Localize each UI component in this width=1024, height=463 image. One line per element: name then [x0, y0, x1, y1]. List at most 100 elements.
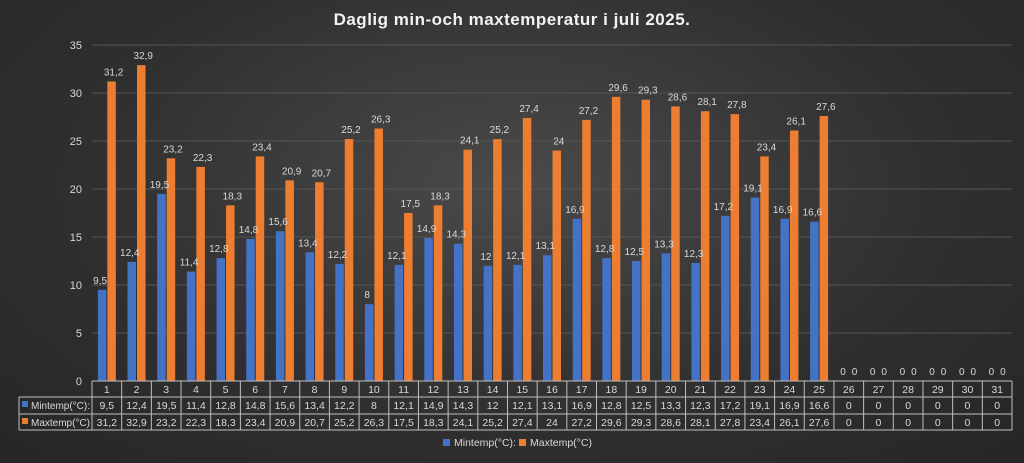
x-tick-label: 12: [427, 384, 439, 396]
data-label-min: 17,2: [714, 202, 734, 213]
legend-key-max: [519, 439, 526, 446]
data-label-max: 20,9: [282, 166, 302, 177]
bar-min: [246, 238, 255, 381]
bar-max: [582, 119, 591, 381]
table-cell-min: 0: [905, 400, 911, 412]
legend-label-min: Mintemp(°C):: [454, 437, 516, 449]
table-cell-max: 20,7: [304, 417, 325, 429]
table-cell-max: 0: [876, 417, 882, 429]
data-label-min: 0: [989, 367, 995, 378]
data-label-max: 24: [553, 137, 565, 148]
data-label-max: 26,1: [786, 116, 806, 127]
table-cell-min: 12,4: [126, 400, 147, 412]
data-label-min: 19,1: [743, 184, 763, 195]
x-tick-label: 10: [368, 384, 380, 396]
table-cell-max: 23,4: [245, 417, 266, 429]
x-tick-label: 13: [457, 384, 469, 396]
table-cell-min: 12,2: [334, 400, 355, 412]
bar-max: [552, 150, 561, 381]
data-label-min: 12,3: [684, 249, 704, 260]
table-cell-max: 0: [935, 417, 941, 429]
table-cell-min: 17,2: [720, 400, 741, 412]
legend-label-max: Maxtemp(°C): [530, 437, 592, 449]
bar-min: [364, 304, 374, 381]
bar-min: [632, 261, 641, 381]
x-tick-label: 19: [635, 384, 647, 396]
x-tick-label: 7: [282, 384, 288, 396]
data-label-min: 12,1: [387, 251, 407, 262]
x-tick-label: 27: [873, 384, 885, 396]
data-label-max: 31,2: [104, 67, 124, 78]
x-tick-label: 29: [932, 384, 944, 396]
bar-min: [572, 218, 582, 381]
data-label-max: 23,4: [757, 142, 777, 153]
table-cell-max: 18,3: [423, 417, 444, 429]
bar-min: [810, 221, 819, 381]
x-tick-label: 9: [341, 384, 347, 396]
table-cell-max: 0: [965, 417, 971, 429]
data-label-max: 25,2: [341, 125, 361, 136]
x-tick-label: 17: [576, 384, 588, 396]
table-cell-max: 24: [546, 417, 558, 429]
table-cell-max: 27,8: [720, 417, 741, 429]
bar-min: [453, 243, 463, 381]
table-cell-max: 31,2: [97, 417, 118, 429]
data-label-min: 0: [900, 367, 906, 378]
table-cell-min: 13,3: [660, 400, 681, 412]
data-label-min: 12: [480, 252, 492, 263]
data-label-max: 29,6: [608, 83, 628, 94]
data-label-min: 0: [929, 367, 935, 378]
data-label-min: 12,5: [625, 247, 645, 258]
data-label-max: 0: [911, 367, 917, 378]
table-cell-max: 29,6: [601, 417, 622, 429]
data-label-max: 27,6: [816, 102, 836, 113]
data-label-min: 11,4: [180, 258, 199, 269]
bar-max: [137, 65, 146, 381]
x-tick-label: 26: [843, 384, 855, 396]
data-label-min: 14,8: [239, 225, 259, 236]
table-cell-max: 25,2: [482, 417, 503, 429]
table-cell-max: 27,6: [809, 417, 830, 429]
bar-min: [97, 289, 107, 381]
bar-max: [611, 96, 621, 381]
table-cell-max: 0: [846, 417, 852, 429]
table-cell-min: 12: [487, 400, 499, 412]
data-label-max: 28,6: [668, 92, 688, 103]
data-label-max: 18,3: [430, 191, 450, 202]
legend-key-min: [443, 439, 450, 446]
bar-min: [750, 197, 760, 381]
table-cell-min: 12,5: [631, 400, 652, 412]
data-label-max: 25,2: [490, 125, 510, 136]
x-tick-label: 23: [754, 384, 766, 396]
data-label-min: 0: [840, 367, 846, 378]
data-label-min: 9,5: [93, 276, 107, 287]
bar-max: [819, 116, 829, 381]
bar-max: [700, 111, 710, 382]
bar-max: [344, 139, 354, 381]
table-cell-min: 19,1: [750, 400, 771, 412]
table-cell-max: 32,9: [126, 417, 147, 429]
y-tick-label: 0: [76, 376, 82, 388]
x-tick-label: 6: [252, 384, 258, 396]
data-label-max: 28,1: [697, 97, 717, 108]
x-tick-label: 5: [223, 384, 229, 396]
y-tick-label: 35: [70, 40, 82, 52]
x-tick-label: 24: [784, 384, 796, 396]
table-cell-max: 17,5: [393, 417, 414, 429]
bar-min: [543, 255, 552, 381]
table-cell-max: 22,3: [186, 417, 207, 429]
x-tick-label: 2: [134, 384, 140, 396]
y-tick-label: 20: [70, 184, 82, 196]
table-cell-min: 12,1: [512, 400, 533, 412]
bar-max: [226, 205, 235, 381]
data-label-max: 23,2: [163, 144, 183, 155]
bar-min: [513, 264, 522, 381]
data-label-min: 12,2: [328, 250, 348, 261]
x-tick-label: 3: [163, 384, 169, 396]
data-label-min: 14,9: [417, 224, 437, 235]
bar-max: [255, 156, 265, 381]
bar-min: [661, 253, 671, 381]
bar-min: [424, 237, 433, 381]
x-tick-label: 14: [487, 384, 499, 396]
data-label-min: 0: [870, 367, 876, 378]
